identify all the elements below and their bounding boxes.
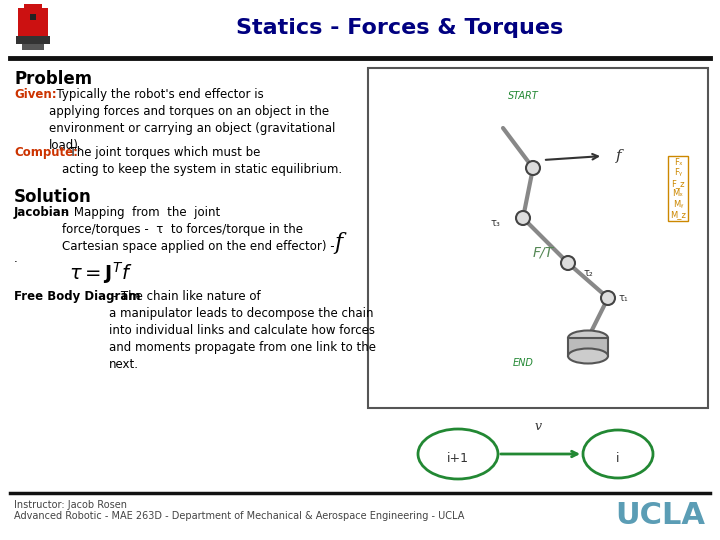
Text: v: v xyxy=(534,420,541,433)
Text: i+1: i+1 xyxy=(447,451,469,464)
Text: f: f xyxy=(616,149,621,163)
Text: Statics - Forces & Torques: Statics - Forces & Torques xyxy=(236,18,564,38)
Text: Advanced Robotic - MAE 263D - Department of Mechanical & Aerospace Engineering -: Advanced Robotic - MAE 263D - Department… xyxy=(14,511,464,521)
Text: τ₁: τ₁ xyxy=(618,293,628,303)
Text: .: . xyxy=(14,252,18,265)
Ellipse shape xyxy=(568,330,608,346)
Text: $\tau = \mathbf{J}^T f$: $\tau = \mathbf{J}^T f$ xyxy=(69,260,132,286)
Text: Instructor: Jacob Rosen: Instructor: Jacob Rosen xyxy=(14,500,127,510)
Bar xyxy=(368,68,708,408)
Text: START: START xyxy=(508,91,539,101)
Ellipse shape xyxy=(601,291,615,305)
Ellipse shape xyxy=(568,348,608,363)
Text: Problem: Problem xyxy=(14,70,92,88)
Ellipse shape xyxy=(526,161,540,175)
Text: Jacobian: Jacobian xyxy=(14,206,70,219)
Bar xyxy=(18,8,48,36)
Bar xyxy=(568,338,608,356)
Text: END: END xyxy=(513,358,534,368)
Text: τ₂: τ₂ xyxy=(583,268,593,278)
Bar xyxy=(24,4,42,14)
Text: F/T: F/T xyxy=(532,246,554,260)
Text: Given:: Given: xyxy=(14,88,57,101)
Ellipse shape xyxy=(561,256,575,270)
Text: Fₓ
Fᵧ
F_z
Mₓ
Mᵧ
M_z: Fₓ Fᵧ F_z Mₓ Mᵧ M_z xyxy=(670,158,686,219)
Bar xyxy=(16,36,50,44)
Ellipse shape xyxy=(516,211,530,225)
Text: i: i xyxy=(616,451,620,464)
Text: Solution: Solution xyxy=(14,188,91,206)
Text: τ₃: τ₃ xyxy=(490,218,500,228)
Text: Typically the robot's end effector is
applying forces and torques on an object i: Typically the robot's end effector is ap… xyxy=(49,88,336,152)
Text: -  Mapping  from  the  joint
force/torques -  τ  to forces/torque in the
Cartesi: - Mapping from the joint force/torques -… xyxy=(62,206,335,253)
Text: Compute:: Compute: xyxy=(14,146,78,159)
Text: UCLA: UCLA xyxy=(615,502,705,530)
Bar xyxy=(22,44,44,50)
Text: Free Body Diagram: Free Body Diagram xyxy=(14,290,140,303)
Bar xyxy=(30,14,36,20)
Text: The joint torques which must be
acting to keep the system in static equilibrium.: The joint torques which must be acting t… xyxy=(62,146,342,176)
Text: - The chain like nature of
a manipulator leads to decompose the chain
into indiv: - The chain like nature of a manipulator… xyxy=(109,290,376,371)
Text: f: f xyxy=(334,232,342,254)
